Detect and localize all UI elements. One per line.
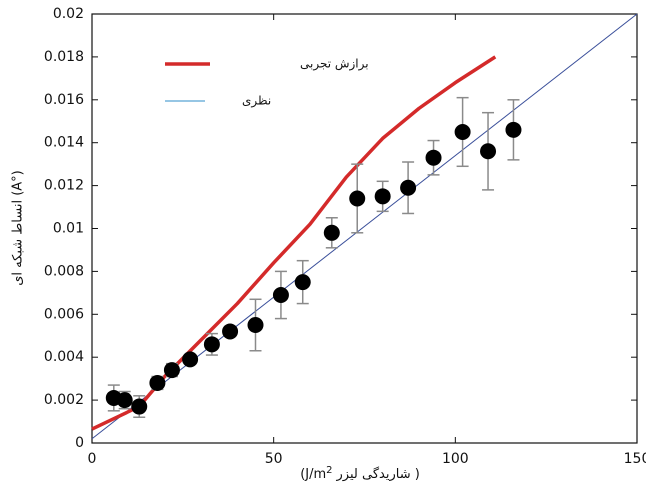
data-point bbox=[505, 121, 522, 138]
y-tick-label: 0.014 bbox=[44, 135, 84, 151]
data-point bbox=[222, 323, 239, 340]
x-tick-label: 0 bbox=[88, 451, 97, 467]
data-point bbox=[131, 398, 148, 415]
series-theory-line bbox=[91, 13, 638, 440]
data-point bbox=[272, 286, 289, 303]
legend-label-fit: برازش تجربی bbox=[300, 57, 369, 72]
x-tick-label: 50 bbox=[265, 451, 283, 467]
data-point bbox=[149, 374, 166, 391]
data-point bbox=[480, 143, 497, 160]
plot-area bbox=[91, 13, 638, 444]
x-axis-title: (J/m2 شاریدگی لیزر ) bbox=[300, 465, 420, 483]
y-tick-label: 0.012 bbox=[44, 178, 84, 194]
legend: برازش تجربی نظری bbox=[165, 57, 369, 109]
legend-label-theory: نظری bbox=[242, 94, 271, 109]
data-point bbox=[116, 392, 133, 409]
y-axis-title: انساط شبکه ای (A°) bbox=[11, 170, 26, 286]
data-point bbox=[454, 123, 471, 140]
x-axis-title-sup: 2 bbox=[326, 465, 332, 476]
y-tick-label: 0.006 bbox=[44, 306, 84, 322]
series-fit-line bbox=[91, 55, 497, 431]
x-tick-label: 100 bbox=[442, 451, 469, 467]
data-point bbox=[374, 188, 391, 205]
data-point bbox=[182, 351, 199, 368]
x-tick-label: 150 bbox=[624, 451, 646, 467]
series-layer bbox=[91, 13, 638, 440]
y-tick-label: 0.01 bbox=[53, 221, 84, 237]
data-point bbox=[323, 224, 340, 241]
x-axis-title-text: شاریدگی لیزر ) bbox=[336, 466, 420, 482]
data-point bbox=[294, 274, 311, 291]
data-point bbox=[349, 190, 366, 207]
y-tick-label: 0.008 bbox=[44, 263, 84, 279]
y-tick-label: 0.004 bbox=[44, 349, 84, 365]
x-axis-title-unit: (J/m bbox=[300, 467, 326, 482]
data-point bbox=[247, 317, 264, 334]
y-tick-label: 0.016 bbox=[44, 92, 84, 108]
data-point bbox=[203, 336, 220, 353]
y-tick-label: 0.002 bbox=[44, 392, 84, 408]
y-tick-label: 0 bbox=[75, 435, 84, 451]
data-point bbox=[425, 149, 442, 166]
y-tick-label: 0.018 bbox=[44, 49, 84, 65]
plot-frame bbox=[91, 13, 638, 444]
ticks: 0 50 100 150 0 0.002 0.004 0.006 0.008 0.01 0.012 0… bbox=[44, 6, 646, 467]
data-point bbox=[400, 179, 417, 196]
data-point bbox=[163, 362, 180, 379]
y-tick-label: 0.02 bbox=[53, 6, 84, 22]
